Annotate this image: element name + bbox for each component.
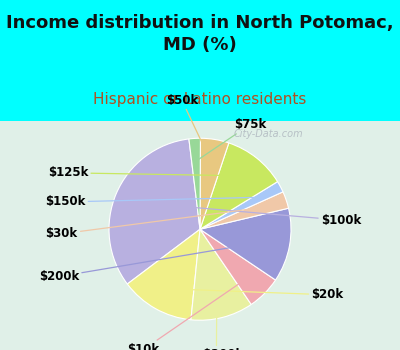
Wedge shape bbox=[127, 229, 200, 320]
Text: $75k: $75k bbox=[196, 118, 266, 161]
Text: $100k: $100k bbox=[137, 203, 361, 227]
Wedge shape bbox=[200, 143, 278, 229]
Wedge shape bbox=[200, 182, 283, 229]
Text: $50k: $50k bbox=[166, 93, 211, 162]
Text: $30k: $30k bbox=[46, 207, 265, 240]
Wedge shape bbox=[191, 229, 251, 320]
Text: $125k: $125k bbox=[48, 166, 242, 179]
Wedge shape bbox=[200, 208, 291, 280]
Wedge shape bbox=[200, 192, 288, 229]
Text: City-Data.com: City-Data.com bbox=[234, 129, 303, 139]
Wedge shape bbox=[200, 138, 229, 229]
Wedge shape bbox=[189, 138, 200, 229]
Text: Income distribution in North Potomac,
MD (%): Income distribution in North Potomac, MD… bbox=[6, 14, 394, 54]
Text: $10k: $10k bbox=[128, 277, 248, 350]
Wedge shape bbox=[109, 139, 200, 284]
Wedge shape bbox=[200, 229, 276, 304]
Text: $150k: $150k bbox=[45, 195, 260, 209]
Text: $200k: $200k bbox=[39, 241, 267, 283]
Text: Hispanic or Latino residents: Hispanic or Latino residents bbox=[93, 91, 307, 106]
Text: > $200k: > $200k bbox=[189, 295, 244, 350]
Text: $20k: $20k bbox=[166, 288, 344, 301]
